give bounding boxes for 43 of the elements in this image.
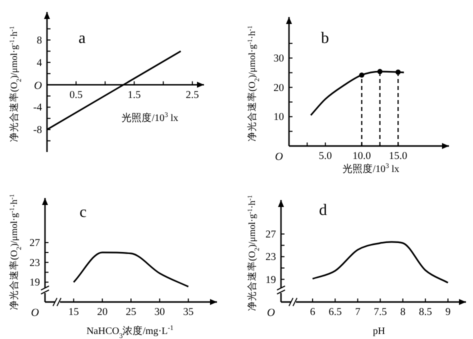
y-tick-label: 10 — [274, 112, 284, 124]
x-tick-label: 15.0 — [388, 151, 408, 162]
x-tick-label: 8 — [400, 307, 406, 318]
x-tick-label: 1.5 — [128, 90, 141, 101]
x-tick-label: 20 — [97, 307, 108, 318]
y-tick-label: 27 — [266, 230, 276, 240]
y-tick-label: 23 — [30, 258, 40, 269]
text: b — [321, 30, 329, 47]
x-tick-label: 7 — [355, 307, 360, 318]
chart-title: d — [319, 202, 327, 219]
x-tick-label: 6.5 — [328, 307, 342, 318]
chart-title: c — [79, 204, 87, 221]
text: O — [267, 307, 276, 319]
text: O — [275, 151, 284, 163]
x-axis-title: pH — [372, 326, 386, 337]
x-tick-label: 9 — [445, 307, 451, 318]
x-tick-label: 5.0 — [318, 151, 332, 162]
x-axis-title: 光照度/10$^{3}$ lx — [122, 111, 178, 124]
y-tick-label: 23 — [266, 252, 276, 264]
y-tick-label: 19 — [266, 274, 276, 286]
x-tick-label: 6 — [310, 307, 316, 318]
y-tick-label: 20 — [274, 82, 284, 94]
text: O — [34, 80, 42, 92]
y-tick-label: 4 — [36, 58, 43, 69]
x-tick-label: 15 — [68, 307, 79, 318]
x-tick-label: 2.5 — [186, 90, 199, 101]
x-axis-title: NaHCO$_{3}$浓度/mg·L$^{-1}$ — [86, 324, 174, 339]
x-tick-label: 0.5 — [70, 90, 83, 101]
x-tick-label: 8.5 — [418, 307, 432, 318]
y-tick-label: 8 — [36, 36, 42, 46]
y-tick-label: -8 — [33, 125, 42, 136]
x-tick-label: 35 — [183, 307, 194, 318]
x-tick-label: 30 — [154, 307, 165, 318]
x-tick-label: 10.0 — [352, 151, 371, 162]
y-tick-label: 19 — [30, 278, 40, 289]
text: a — [78, 30, 86, 47]
x-tick-label: 25 — [126, 307, 136, 318]
x-tick-label: 7.5 — [374, 307, 387, 318]
y-tick-label: -4 — [33, 102, 43, 114]
x-axis-title: 光照度/10$^{3}$ lx — [342, 162, 400, 175]
y-tick-label: 27 — [30, 238, 40, 250]
text: O — [31, 307, 40, 319]
y-tick-label: 30 — [274, 54, 284, 65]
